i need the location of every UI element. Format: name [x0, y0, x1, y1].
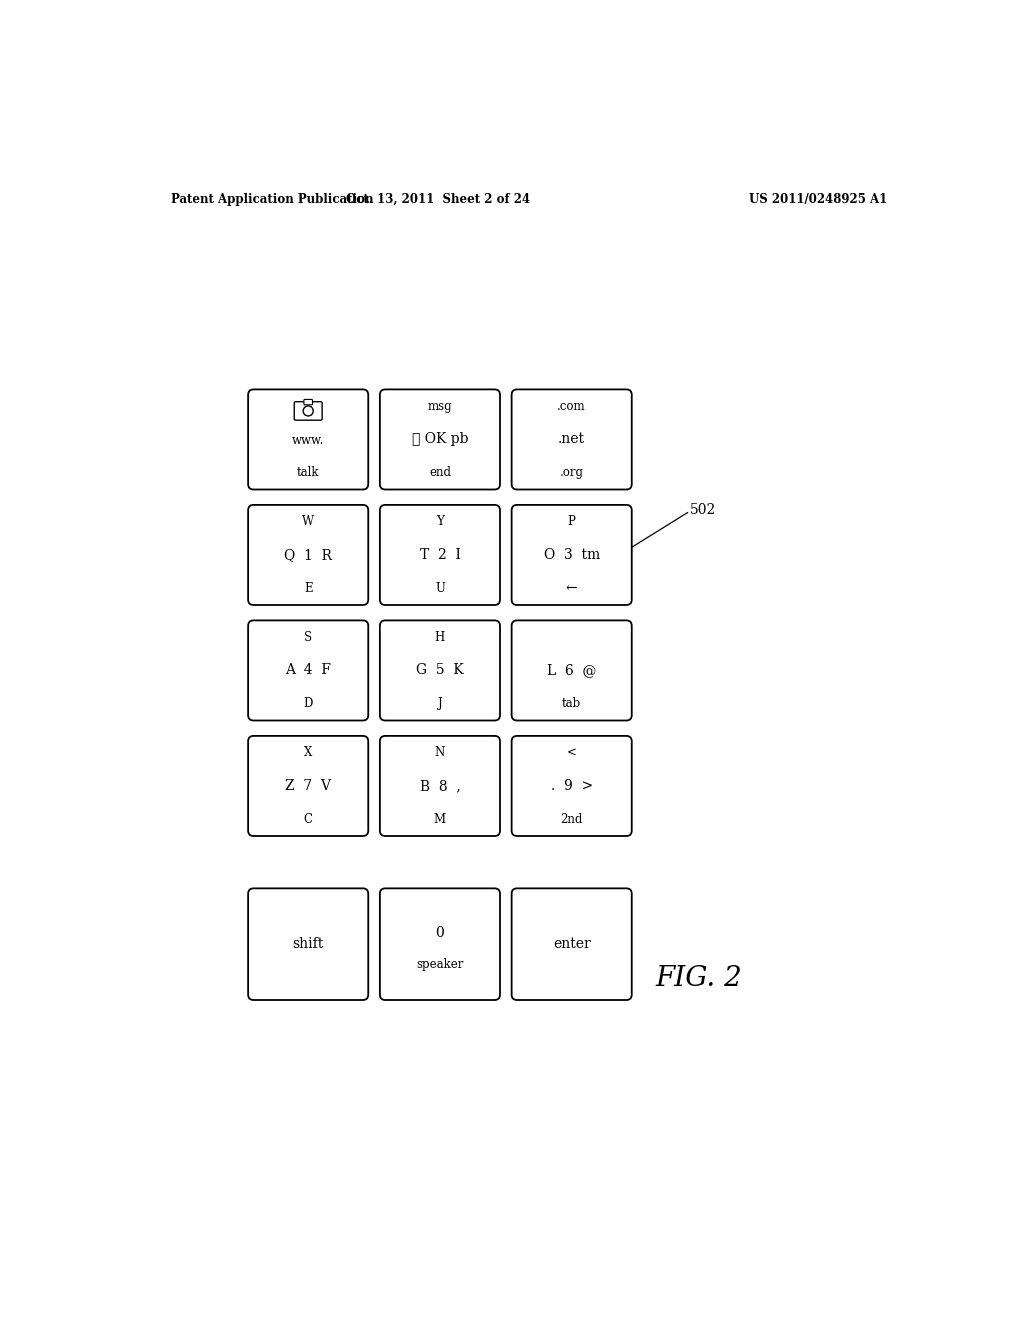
Text: 0: 0: [435, 927, 444, 940]
Text: tab: tab: [562, 697, 582, 710]
FancyBboxPatch shape: [304, 400, 312, 405]
FancyBboxPatch shape: [380, 620, 500, 721]
FancyBboxPatch shape: [380, 888, 500, 1001]
Text: www.: www.: [292, 434, 325, 447]
Text: enter: enter: [553, 937, 591, 952]
FancyBboxPatch shape: [380, 506, 500, 605]
FancyBboxPatch shape: [380, 389, 500, 490]
FancyBboxPatch shape: [248, 506, 369, 605]
Text: <: <: [566, 746, 577, 759]
FancyBboxPatch shape: [512, 506, 632, 605]
FancyBboxPatch shape: [294, 401, 323, 420]
Text: ←: ←: [566, 581, 578, 595]
Text: B  8  ,: B 8 ,: [420, 779, 461, 793]
Text: FIG. 2: FIG. 2: [655, 965, 741, 991]
Text: L  6  @: L 6 @: [547, 664, 596, 677]
Text: O  3  tm: O 3 tm: [544, 548, 600, 562]
FancyBboxPatch shape: [512, 389, 632, 490]
Text: U: U: [435, 582, 444, 594]
FancyBboxPatch shape: [248, 389, 369, 490]
Text: G  5  K: G 5 K: [416, 664, 464, 677]
Text: msg: msg: [428, 400, 453, 413]
FancyBboxPatch shape: [248, 737, 369, 836]
Text: end: end: [429, 466, 451, 479]
Text: T  2  I: T 2 I: [420, 548, 461, 562]
Text: P: P: [567, 515, 575, 528]
Text: W: W: [302, 515, 314, 528]
FancyBboxPatch shape: [512, 620, 632, 721]
FancyBboxPatch shape: [380, 737, 500, 836]
Text: A  4  F: A 4 F: [286, 664, 331, 677]
Text: Ⓜ OK pb: Ⓜ OK pb: [412, 433, 468, 446]
Text: .net: .net: [558, 433, 585, 446]
Text: US 2011/0248925 A1: US 2011/0248925 A1: [750, 193, 888, 206]
Text: 502: 502: [690, 503, 716, 517]
Text: S: S: [304, 631, 312, 644]
Text: H: H: [435, 631, 445, 644]
FancyBboxPatch shape: [512, 888, 632, 1001]
Circle shape: [303, 407, 313, 416]
FancyBboxPatch shape: [248, 888, 369, 1001]
Text: shift: shift: [293, 937, 324, 952]
Text: .com: .com: [557, 400, 586, 413]
Text: Y: Y: [436, 515, 443, 528]
Text: Z  7  V: Z 7 V: [286, 779, 331, 793]
Text: Oct. 13, 2011  Sheet 2 of 24: Oct. 13, 2011 Sheet 2 of 24: [346, 193, 530, 206]
Text: E: E: [304, 582, 312, 594]
Text: M: M: [434, 813, 446, 825]
Text: J: J: [437, 697, 442, 710]
Text: speaker: speaker: [416, 958, 464, 970]
Text: 2nd: 2nd: [560, 813, 583, 825]
Text: talk: talk: [297, 466, 319, 479]
FancyBboxPatch shape: [512, 737, 632, 836]
Text: Patent Application Publication: Patent Application Publication: [171, 193, 373, 206]
Text: X: X: [304, 746, 312, 759]
Text: C: C: [304, 813, 312, 825]
FancyBboxPatch shape: [248, 620, 369, 721]
Text: D: D: [303, 697, 313, 710]
Text: Q  1  R: Q 1 R: [285, 548, 332, 562]
Text: .  9  >: . 9 >: [551, 779, 593, 793]
Text: .org: .org: [560, 466, 584, 479]
Text: N: N: [435, 746, 445, 759]
